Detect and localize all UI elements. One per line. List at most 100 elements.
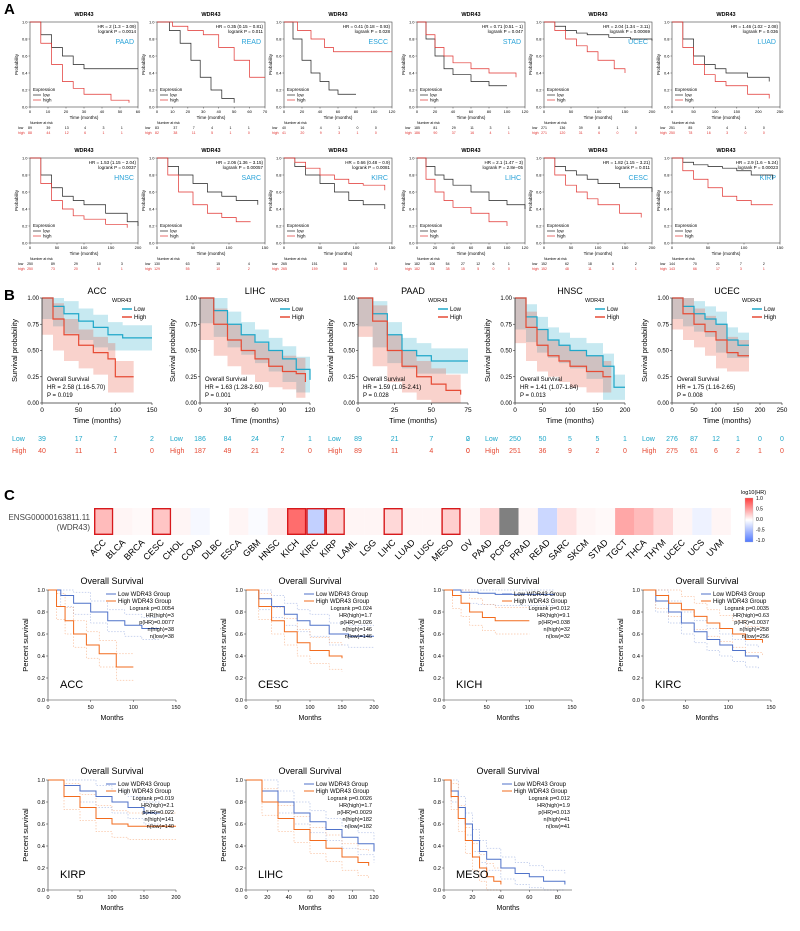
x-tick-label: 80 xyxy=(487,109,492,114)
hr-label: HR = 0.35 (0.15 − 0.81) xyxy=(216,24,264,29)
stat-line: Logrank p=0.019 xyxy=(133,796,174,802)
y-tick-label: 0.8 xyxy=(235,610,243,616)
x-tick-label: 100 xyxy=(129,705,138,711)
hr-label: HR = 2.06 (1.36 − 3.15) xyxy=(216,160,264,165)
x-tick-label: 0 xyxy=(244,895,247,901)
x-axis-label: Time (months) xyxy=(197,251,226,256)
heatmap-cancer-label: LGG xyxy=(358,537,379,558)
y-tick-label: 0.8 xyxy=(22,173,28,178)
risk-high-value: 17 xyxy=(716,267,720,271)
y-tick-label: 0.8 xyxy=(149,173,155,178)
gene-title: WDR43 xyxy=(588,12,607,18)
risk-high-value: 0 xyxy=(763,131,765,135)
x-tick-label: 40 xyxy=(451,109,456,114)
heatmap-cell-kirc xyxy=(306,508,326,535)
plot-title: Overall Survival xyxy=(476,576,539,586)
x-axis-label: Time (months) xyxy=(324,115,353,120)
risk-low-value: 0 xyxy=(758,436,762,443)
stat-line: p(HR)=0.022 xyxy=(142,810,174,816)
y-tick-label: 1.0 xyxy=(235,778,243,784)
y-axis-label: Percent survival xyxy=(21,808,30,862)
risk-high-value: 0 xyxy=(248,131,250,135)
risk-high-value: 159 xyxy=(312,267,318,271)
legend-title: Expression xyxy=(287,87,310,92)
y-tick-label: 0.00 xyxy=(500,401,512,407)
risk-high-value: 3 xyxy=(740,267,742,271)
stat-line: HR(high)=1.9 xyxy=(537,803,570,809)
hr-label: HR = 0.71 (0.51 − 1) xyxy=(482,24,524,29)
x-tick-label: 0 xyxy=(156,245,159,250)
curve-low xyxy=(417,21,507,87)
y-axis-label: Probability xyxy=(14,53,19,75)
risk-row-low-label: low xyxy=(272,126,278,130)
ci-low-upper xyxy=(444,779,566,874)
y-tick-label: 0.2 xyxy=(536,88,542,93)
km-plot-read: WDR43 HR = 0.35 (0.15 − 0.81)logrank P = … xyxy=(141,12,268,135)
curve-low xyxy=(48,779,160,814)
risk-high-value: 90 xyxy=(433,131,437,135)
heatmap-cell-sarc xyxy=(557,508,577,535)
risk-high-value: 40 xyxy=(38,448,46,455)
ci-band-low xyxy=(358,298,468,374)
risk-low-value: 15 xyxy=(216,262,220,266)
legend-title: Expression xyxy=(675,223,698,228)
x-tick-label: 0 xyxy=(244,705,247,711)
hr-label: HR = 1.53 (1.15 − 2.04) xyxy=(89,160,137,165)
x-tick-label: 40 xyxy=(216,109,221,114)
km-plot-cesc: WDR43 HR = 1.82 (1.15 − 3.21)logrank P = … xyxy=(528,148,656,271)
legend-high-label: High xyxy=(764,315,776,321)
survival-plot-acc: ACC 0.00 0.25 0.50 0.75 1.00 0 50 100 150 Time (mo… xyxy=(10,286,158,455)
risk-low-value: 40 xyxy=(282,126,286,130)
stat-line: n(low)=32 xyxy=(546,634,570,640)
legend-title: Expression xyxy=(420,87,443,92)
risk-row-low-label: Low xyxy=(642,436,656,443)
stat-line: n(high)=141 xyxy=(144,817,174,823)
y-tick-label: 0.8 xyxy=(22,37,28,42)
risk-low-value: 24 xyxy=(251,436,259,443)
y-tick-label: 1.00 xyxy=(343,296,355,302)
colorbar-tick-label: 0.0 xyxy=(756,517,763,523)
risk-title: Number at risk xyxy=(157,121,180,125)
risk-high-value: 2 xyxy=(736,448,740,455)
y-axis-label: Percent survival xyxy=(219,618,228,672)
risk-row-high-label: high xyxy=(18,267,25,271)
ci-high-upper xyxy=(48,589,134,655)
y-tick-label: 1.0 xyxy=(664,156,670,161)
ci-high-lower xyxy=(643,589,763,656)
hr-label: HR = 1.41 (1.07-1.84) xyxy=(520,385,578,391)
risk-high-value: 1 xyxy=(121,267,123,271)
plot-title: Overall Survival xyxy=(80,766,143,776)
x-tick-label: 0 xyxy=(513,407,517,414)
risk-row-high-label: high xyxy=(145,267,152,271)
legend-low-label: Low xyxy=(607,307,619,313)
y-tick-label: 0.6 xyxy=(37,822,45,828)
x-tick-label: 100 xyxy=(504,245,511,250)
risk-high-value: 73 xyxy=(51,267,55,271)
survival-plot-paad: PAAD 0.00 0.25 0.50 0.75 1.00 0 25 50 75 Time (mon… xyxy=(326,286,472,455)
risk-row-low-label: Low xyxy=(485,436,499,443)
y-tick-label: 0.4 xyxy=(276,71,282,76)
x-tick-label: 100 xyxy=(595,109,602,114)
x-tick-label: 50 xyxy=(232,109,237,114)
x-axis-label: Months xyxy=(299,715,322,722)
km-plot-luad: WDR43 HR = 1.46 (1.02 − 2.08)logrank P = … xyxy=(656,12,784,135)
legend-title: Expression xyxy=(160,87,183,92)
stat-line: p(HR)=0.0029 xyxy=(337,810,372,816)
x-tick-label: 120 xyxy=(305,407,316,414)
curve-low xyxy=(544,21,653,41)
risk-row-low-label: low xyxy=(272,262,278,266)
risk-high-value: 16 xyxy=(470,131,474,135)
curve-low xyxy=(30,157,139,226)
y-tick-label: 0.8 xyxy=(433,800,441,806)
risk-low-value: 2 xyxy=(466,436,470,443)
x-tick-label: 75 xyxy=(464,407,472,414)
heatmap-cell-chol xyxy=(171,508,191,535)
gene-title: WDR43 xyxy=(201,148,220,154)
curve-low xyxy=(672,157,774,180)
y-tick-label: 1.0 xyxy=(664,20,670,25)
x-tick-label: 80 xyxy=(555,895,561,901)
x-tick-label: 80 xyxy=(487,245,492,250)
plot-title: HNSC xyxy=(557,286,583,296)
risk-low-value: 83 xyxy=(155,126,159,130)
